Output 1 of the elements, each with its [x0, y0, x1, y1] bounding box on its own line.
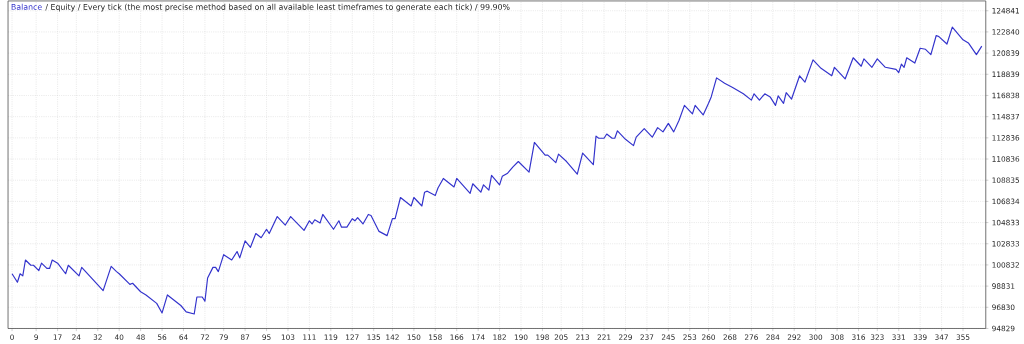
line-series	[11, 26, 983, 315]
